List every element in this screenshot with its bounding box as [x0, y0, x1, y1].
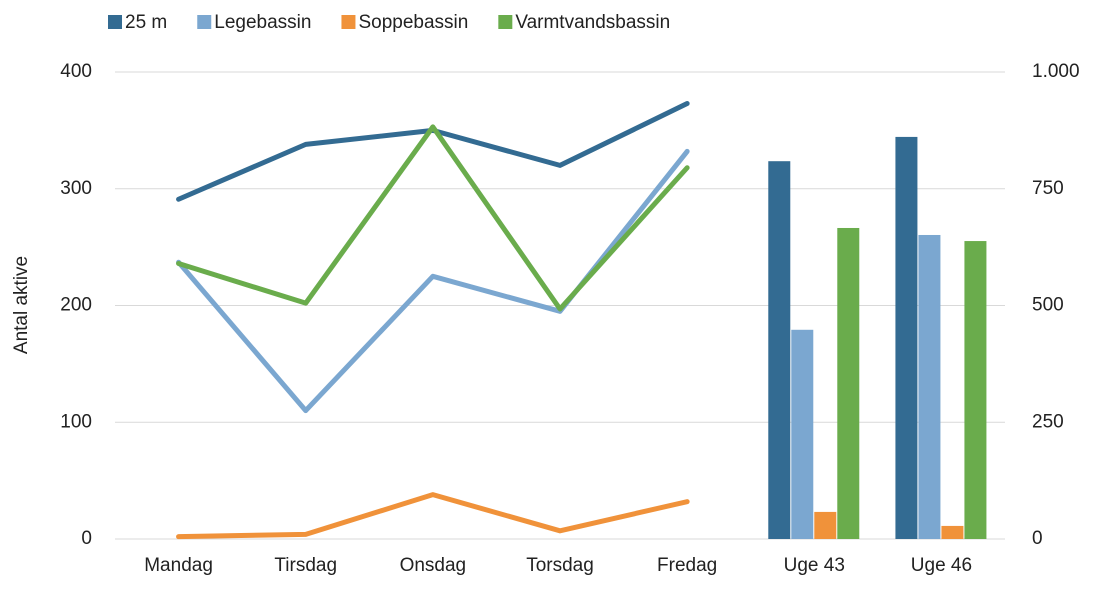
y2-tick-label: 250: [1032, 411, 1064, 432]
y-tick-label: 100: [60, 411, 92, 432]
line-series: [176, 124, 690, 312]
y-axis-label: Antal aktive: [11, 256, 32, 354]
y2-tick-label: 1.000: [1032, 61, 1080, 82]
y-tick-label: 200: [60, 295, 92, 316]
legend-swatch: [197, 15, 212, 29]
x-tick-label: Uge 43: [784, 555, 845, 576]
y-tick-label: 0: [81, 528, 92, 549]
bar: [964, 241, 987, 539]
y2-tick-label: 750: [1032, 178, 1064, 199]
bar: [814, 511, 837, 539]
line-series: [176, 101, 690, 202]
line-series: [176, 148, 690, 414]
legend-swatch: [108, 15, 122, 29]
x-tick-label: Fredag: [657, 555, 717, 576]
y-tick-label: 400: [60, 61, 92, 82]
bar: [895, 136, 918, 539]
legend-label: Varmtvandsbassin: [515, 12, 670, 33]
legend-label: Soppebassin: [358, 12, 468, 33]
legend-label: Legebassin: [214, 12, 311, 33]
y2-tick-label: 500: [1032, 295, 1064, 316]
legend-swatch: [498, 15, 513, 29]
x-tick-label: Uge 46: [911, 555, 972, 576]
bar: [791, 329, 814, 539]
bar: [837, 227, 860, 539]
bar: [918, 234, 941, 539]
legend-swatch: [341, 15, 356, 29]
bar: [941, 525, 964, 539]
y2-tick-label: 0: [1032, 528, 1043, 549]
legend-label: 25 m: [125, 12, 167, 33]
bar: [768, 161, 791, 539]
x-tick-label: Onsdag: [400, 555, 467, 576]
y-tick-label: 300: [60, 178, 92, 199]
x-tick-label: Torsdag: [526, 555, 594, 576]
x-tick-label: Mandag: [144, 555, 213, 576]
line-series: [176, 492, 690, 540]
x-tick-label: Tirsdag: [274, 555, 337, 576]
